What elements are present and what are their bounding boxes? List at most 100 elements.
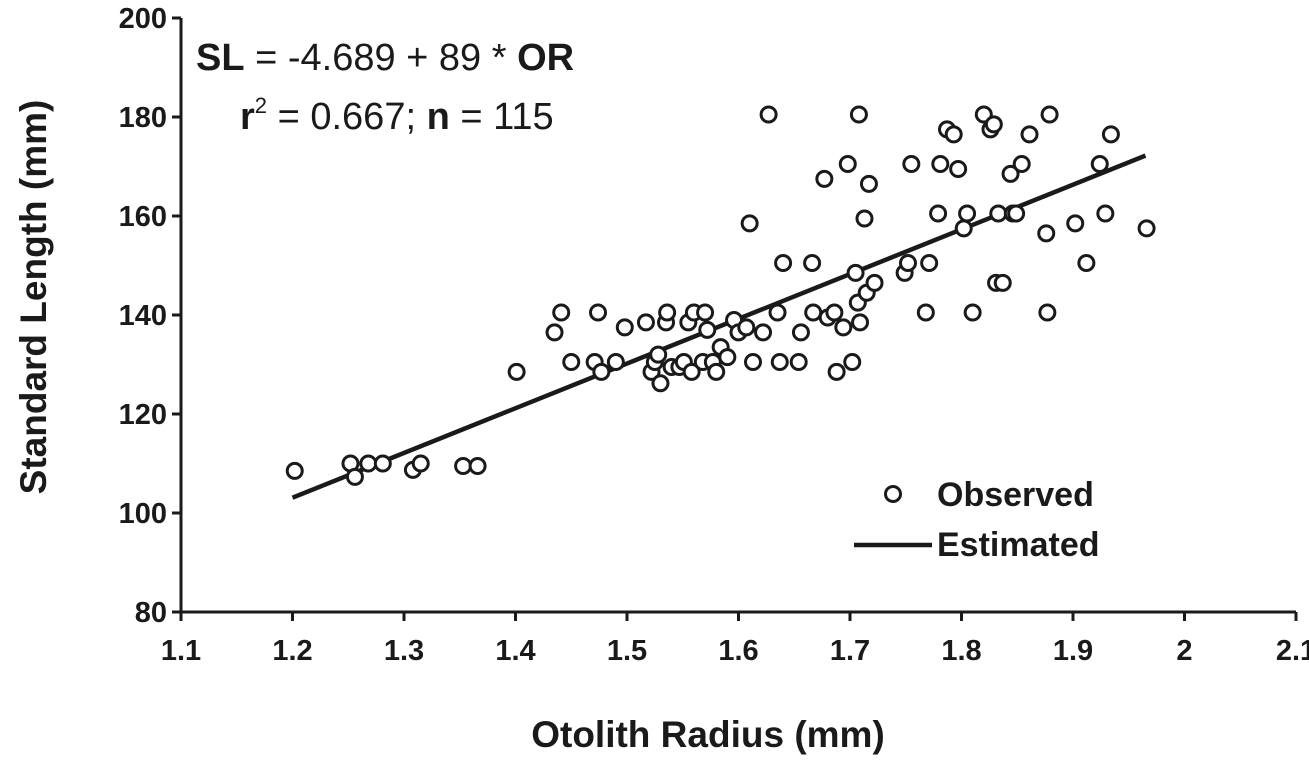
observed-point <box>984 115 1003 134</box>
observed-point <box>1020 125 1039 144</box>
legend-estimated-label: Estimated <box>937 526 1100 564</box>
observed-point <box>285 461 304 480</box>
observed-point <box>804 303 823 322</box>
observed-point <box>1077 254 1096 273</box>
observed-point <box>615 318 634 337</box>
observed-point <box>1101 125 1120 144</box>
x-tick-label: 1.1 <box>161 635 201 667</box>
observed-point <box>1096 204 1115 223</box>
observed-point <box>468 456 487 475</box>
y-tick-label: 80 <box>135 597 167 629</box>
observed-point <box>1066 214 1085 233</box>
stats-line: r2 = 0.667; n = 115 <box>240 93 554 138</box>
observed-point <box>411 454 430 473</box>
observed-point <box>958 204 977 223</box>
observed-point <box>589 303 608 322</box>
observed-point <box>838 155 857 174</box>
x-tick-label: 2.1 <box>1276 635 1309 667</box>
observed-point <box>606 353 625 372</box>
observed-point <box>920 254 939 273</box>
x-tick-label: 2 <box>1176 635 1192 667</box>
y-axis-title: Standard Length (mm) <box>13 100 54 495</box>
observed-point <box>743 353 762 372</box>
x-ticks: 1.1 1.2 1.3 1.4 1.5 1.6 1.7 1.8 1.9 2 2.1 <box>161 612 1309 667</box>
observed-point <box>865 273 884 292</box>
observed-point <box>345 467 364 486</box>
observed-point <box>815 169 834 188</box>
observed-point <box>855 209 874 228</box>
observed-point <box>552 303 571 322</box>
observed-point <box>929 204 948 223</box>
observed-point <box>454 456 473 475</box>
observed-point <box>803 254 822 273</box>
observed-point <box>1001 164 1020 183</box>
legend: Observed Estimated <box>854 476 1100 564</box>
x-tick-label: 1.7 <box>830 635 870 667</box>
y-tick-label: 160 <box>119 201 167 233</box>
observed-point <box>825 303 844 322</box>
observed-point <box>1040 105 1059 124</box>
stats-n-value: = 115 <box>450 96 554 138</box>
observed-point <box>1037 224 1056 243</box>
observed-point <box>373 454 392 473</box>
stats-r2-value: = 0.667; <box>267 96 427 138</box>
observed-point <box>658 303 677 322</box>
observed-point <box>944 125 963 144</box>
observed-point <box>791 323 810 342</box>
observed-point <box>902 155 921 174</box>
observed-point <box>916 303 935 322</box>
x-tick-label: 1.8 <box>941 635 981 667</box>
observed-point <box>740 214 759 233</box>
observed-point <box>718 348 737 367</box>
observed-point <box>682 362 701 381</box>
observed-point <box>859 174 878 193</box>
observed-point <box>649 345 668 364</box>
observed-point <box>851 313 870 332</box>
observed-point <box>1012 155 1031 174</box>
y-tick-label: 200 <box>119 3 167 35</box>
observed-point <box>827 362 846 381</box>
observed-point <box>698 320 717 339</box>
observed-point <box>636 313 655 332</box>
observed-point <box>1038 303 1057 322</box>
equation-body: = -4.689 + 89 * <box>245 37 518 79</box>
x-tick-label: 1.4 <box>495 635 535 667</box>
stats-r-superscript: 2 <box>255 93 267 118</box>
observed-point <box>754 323 773 342</box>
y-ticks: 80 100 120 140 160 180 200 <box>119 3 181 629</box>
observed-point <box>507 362 526 381</box>
observed-point <box>954 219 973 238</box>
observed-point <box>834 318 853 337</box>
stats-r: r <box>240 96 255 138</box>
observed-point <box>989 204 1008 223</box>
y-tick-label: 140 <box>119 300 167 332</box>
observed-point <box>846 263 865 282</box>
observed-point <box>592 362 611 381</box>
observed-point <box>707 362 726 381</box>
observed-point <box>774 254 793 273</box>
equation-or: OR <box>517 37 574 79</box>
observed-point <box>1090 155 1109 174</box>
observed-point <box>949 159 968 178</box>
x-tick-label: 1.6 <box>718 635 758 667</box>
observed-point <box>789 353 808 372</box>
observed-point <box>1007 204 1026 223</box>
y-tick-label: 180 <box>119 102 167 134</box>
observed-point <box>737 318 756 337</box>
observed-point <box>931 155 950 174</box>
x-axis-title: Otolith Radius (mm) <box>531 714 885 755</box>
legend-observed-label: Observed <box>937 476 1094 514</box>
observed-point <box>768 303 787 322</box>
x-tick-label: 1.9 <box>1053 635 1093 667</box>
x-tick-label: 1.3 <box>384 635 424 667</box>
y-tick-label: 120 <box>119 399 167 431</box>
x-tick-label: 1.5 <box>607 635 647 667</box>
equation-line: SL = -4.689 + 89 * OR <box>196 37 574 79</box>
observed-point <box>993 273 1012 292</box>
observed-point <box>359 454 378 473</box>
observed-point <box>963 303 982 322</box>
observed-point <box>696 303 715 322</box>
observed-point <box>843 353 862 372</box>
observed-point <box>1137 219 1156 238</box>
y-tick-label: 100 <box>119 498 167 530</box>
